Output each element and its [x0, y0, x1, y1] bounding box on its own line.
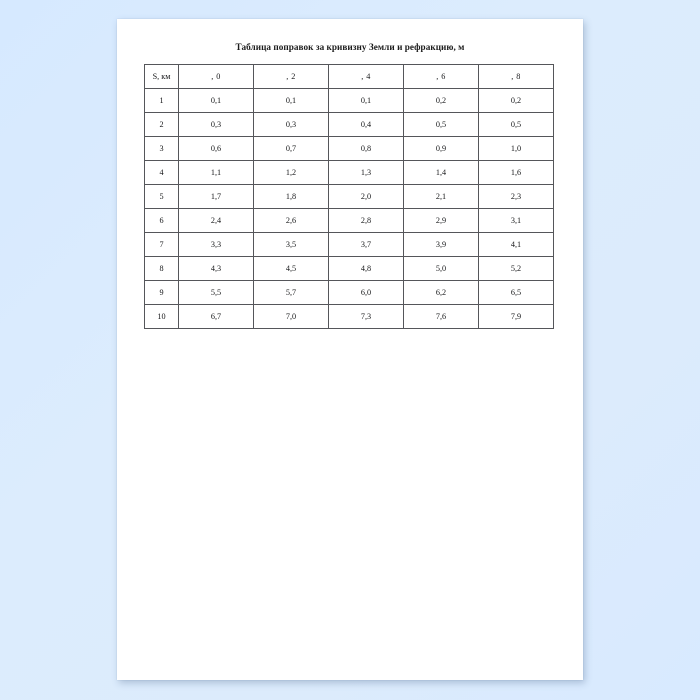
- table-cell-value: 7,0: [253, 304, 329, 329]
- table-row: 4 1,1 1,2 1,3 1,4 1,6: [144, 160, 554, 185]
- table-cell-value: 5,7: [253, 280, 329, 305]
- table-header-cell-0: , 0: [178, 64, 254, 89]
- table-cell-value: 0,1: [328, 88, 404, 113]
- table-cell-value: 5,5: [178, 280, 254, 305]
- table-cell-value: 0,2: [478, 88, 554, 113]
- page-title: Таблица поправок за кривизну Земли и реф…: [235, 42, 465, 52]
- table-cell-value: 6,5: [478, 280, 554, 305]
- table-header-cell-2: , 2: [253, 64, 329, 89]
- table-cell-value: 2,4: [178, 208, 254, 233]
- table-cell-value: 0,5: [478, 112, 554, 137]
- table-body: 1 0,1 0,1 0,1 0,2 0,2 2 0,3 0,3 0,4 0,5 …: [144, 88, 554, 329]
- table-row: 9 5,5 5,7 6,0 6,2 6,5: [144, 280, 554, 305]
- table-cell-value: 3,7: [328, 232, 404, 257]
- table-cell-value: 4,8: [328, 256, 404, 281]
- table-cell-value: 0,2: [403, 88, 479, 113]
- table-cell-value: 4,1: [478, 232, 554, 257]
- table-cell-value: 4,3: [178, 256, 254, 281]
- table-cell-value: 2,0: [328, 184, 404, 209]
- table-row: 8 4,3 4,5 4,8 5,0 5,2: [144, 256, 554, 281]
- table-row: 10 6,7 7,0 7,3 7,6 7,9: [144, 304, 554, 329]
- table-row: 2 0,3 0,3 0,4 0,5 0,5: [144, 112, 554, 137]
- table-cell-value: 1,8: [253, 184, 329, 209]
- table-cell-index: 1: [144, 88, 179, 113]
- table-cell-value: 0,9: [403, 136, 479, 161]
- table-cell-value: 0,1: [253, 88, 329, 113]
- table-cell-value: 6,2: [403, 280, 479, 305]
- table-cell-value: 3,5: [253, 232, 329, 257]
- document-page: Таблица поправок за кривизну Земли и реф…: [117, 19, 583, 680]
- table-cell-value: 0,4: [328, 112, 404, 137]
- table-cell-index: 7: [144, 232, 179, 257]
- table-row: 1 0,1 0,1 0,1 0,2 0,2: [144, 88, 554, 113]
- table-cell-index: 5: [144, 184, 179, 209]
- table-row: 5 1,7 1,8 2,0 2,1 2,3: [144, 184, 554, 209]
- table-cell-value: 2,9: [403, 208, 479, 233]
- table-cell-value: 0,3: [178, 112, 254, 137]
- table-cell-value: 0,8: [328, 136, 404, 161]
- table-cell-value: 3,9: [403, 232, 479, 257]
- table-cell-value: 1,0: [478, 136, 554, 161]
- table-header-cell-8: , 8: [478, 64, 554, 89]
- table-cell-value: 6,0: [328, 280, 404, 305]
- table-cell-value: 7,3: [328, 304, 404, 329]
- corrections-table-wrapper: S, км , 0 , 2 , 4 , 6 , 8 1 0,1 0,1 0,1: [144, 64, 554, 329]
- table-cell-value: 2,3: [478, 184, 554, 209]
- table-cell-value: 1,1: [178, 160, 254, 185]
- table-header-cell-distance: S, км: [144, 64, 179, 89]
- table-cell-index: 4: [144, 160, 179, 185]
- table-cell-value: 7,9: [478, 304, 554, 329]
- table-cell-value: 1,3: [328, 160, 404, 185]
- table-cell-value: 0,6: [178, 136, 254, 161]
- table-cell-index: 3: [144, 136, 179, 161]
- table-cell-index: 6: [144, 208, 179, 233]
- table-cell-index: 2: [144, 112, 179, 137]
- table-cell-value: 0,1: [178, 88, 254, 113]
- table-cell-value: 5,0: [403, 256, 479, 281]
- table-cell-value: 1,7: [178, 184, 254, 209]
- table-cell-value: 6,7: [178, 304, 254, 329]
- table-header-row: S, км , 0 , 2 , 4 , 6 , 8: [144, 64, 554, 89]
- table-cell-value: 2,6: [253, 208, 329, 233]
- table-cell-value: 3,3: [178, 232, 254, 257]
- table-cell-value: 1,6: [478, 160, 554, 185]
- table-cell-value: 3,1: [478, 208, 554, 233]
- table-header: S, км , 0 , 2 , 4 , 6 , 8: [144, 64, 554, 89]
- corrections-table: S, км , 0 , 2 , 4 , 6 , 8 1 0,1 0,1 0,1: [144, 64, 554, 329]
- table-row: 7 3,3 3,5 3,7 3,9 4,1: [144, 232, 554, 257]
- table-row: 3 0,6 0,7 0,8 0,9 1,0: [144, 136, 554, 161]
- table-cell-value: 7,6: [403, 304, 479, 329]
- table-cell-value: 4,5: [253, 256, 329, 281]
- table-header-cell-6: , 6: [403, 64, 479, 89]
- table-cell-value: 2,8: [328, 208, 404, 233]
- table-cell-value: 0,3: [253, 112, 329, 137]
- table-cell-index: 8: [144, 256, 179, 281]
- table-row: 6 2,4 2,6 2,8 2,9 3,1: [144, 208, 554, 233]
- table-cell-index: 10: [144, 304, 179, 329]
- table-header-cell-4: , 4: [328, 64, 404, 89]
- table-cell-value: 0,7: [253, 136, 329, 161]
- table-cell-index: 9: [144, 280, 179, 305]
- table-cell-value: 5,2: [478, 256, 554, 281]
- table-cell-value: 0,5: [403, 112, 479, 137]
- table-cell-value: 2,1: [403, 184, 479, 209]
- table-cell-value: 1,2: [253, 160, 329, 185]
- table-cell-value: 1,4: [403, 160, 479, 185]
